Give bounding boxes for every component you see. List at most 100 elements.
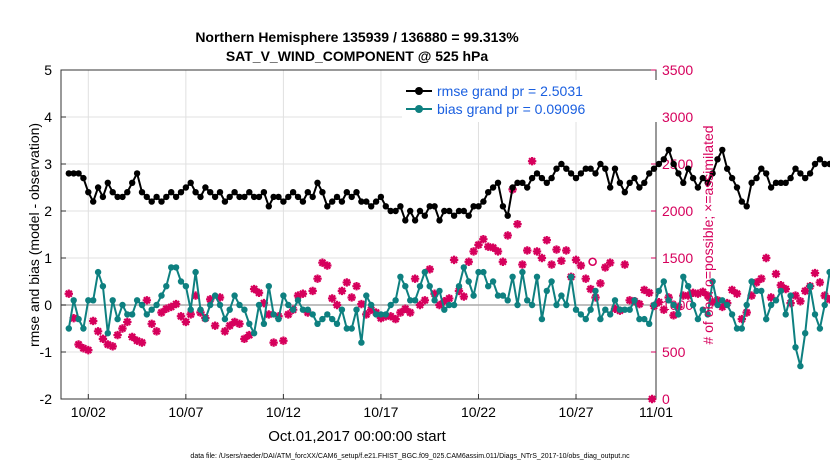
x-tick-label: 11/01 <box>639 404 673 420</box>
bias-point <box>309 311 316 318</box>
bias-point <box>143 311 150 318</box>
bias-point <box>392 297 399 304</box>
bias-point <box>572 306 580 313</box>
bias-point <box>421 268 428 276</box>
rmse-point <box>567 170 575 177</box>
obs-assimilated-point <box>176 312 186 321</box>
rmse-point <box>143 193 150 201</box>
bias-point <box>646 320 653 327</box>
rmse-point <box>597 160 604 168</box>
rmse-point <box>124 189 131 196</box>
bias-point <box>294 297 302 304</box>
legend-rmse-marker <box>415 87 423 95</box>
bias-point <box>441 306 448 313</box>
bias-point <box>275 315 282 323</box>
obs-assimilated-point <box>688 288 698 297</box>
rmse-point <box>65 170 73 177</box>
rmse-point <box>709 170 716 177</box>
rmse-point <box>299 198 307 205</box>
bias-point <box>236 301 243 309</box>
rmse-point <box>319 189 326 196</box>
legend: rmse grand pr = 2.5031 bias grand pr = 0… <box>402 80 659 122</box>
obs-assimilated-point <box>693 289 703 298</box>
bias-point <box>802 330 809 337</box>
bias-point <box>289 306 297 313</box>
bias-point <box>65 325 73 332</box>
rmse-point <box>543 179 550 186</box>
rmse-point <box>280 198 287 205</box>
obs-assimilated-point <box>362 310 371 319</box>
bias-point <box>704 311 711 318</box>
rmse-point <box>680 179 687 186</box>
bias-point <box>689 301 697 309</box>
rmse-point <box>704 179 711 186</box>
bias-point <box>494 292 502 299</box>
rmse-point <box>192 189 199 196</box>
rmse-point <box>694 184 702 191</box>
rmse-point <box>646 170 653 177</box>
obs-assimilated-point <box>620 260 629 269</box>
obs-assimilated-point <box>396 308 405 317</box>
bias-point <box>782 311 789 318</box>
bias-point <box>207 301 214 309</box>
rmse-point <box>455 207 463 215</box>
rmse-point <box>621 189 628 196</box>
obs-assimilated-point <box>493 247 503 256</box>
rmse-point <box>499 203 507 210</box>
bias-point <box>514 301 521 309</box>
rmse-point <box>607 184 614 191</box>
obs-assimilated-point <box>576 261 586 270</box>
obs-assimilated-point <box>683 291 693 300</box>
obs-assimilated-point <box>249 284 259 294</box>
bias-point <box>377 311 385 318</box>
obs-assimilated-point <box>747 291 756 300</box>
rmse-point <box>304 189 311 196</box>
bias-point <box>567 273 575 280</box>
rmse-point <box>211 193 219 201</box>
obs-assimilated-point <box>571 255 581 265</box>
rmse-point <box>665 146 672 154</box>
obs-assimilated-point <box>293 291 303 300</box>
bias-point <box>314 320 321 327</box>
bias-point <box>743 301 750 309</box>
rmse-point <box>450 212 458 219</box>
bias-point <box>124 311 131 318</box>
bias-point <box>816 325 824 332</box>
bias-point <box>363 292 370 299</box>
legend-rmse-label: rmse grand pr = 2.5031 <box>437 83 583 99</box>
rmse-point <box>70 170 77 177</box>
y-tick-label-left: 3 <box>44 156 52 172</box>
obs-possible-point <box>588 257 597 267</box>
bias-point <box>368 301 375 309</box>
rmse-point <box>626 179 633 186</box>
rmse-point <box>582 165 589 172</box>
rmse-point <box>153 193 160 201</box>
obs-assimilated-point <box>240 334 249 344</box>
rmse-point <box>129 179 136 186</box>
bias-point <box>665 297 672 304</box>
rmse-point <box>387 207 394 215</box>
bias-point <box>543 287 550 295</box>
rmse-point <box>99 193 107 201</box>
obs-assimilated-point <box>405 308 415 317</box>
rmse-point <box>265 203 272 210</box>
rmse-point <box>348 193 355 201</box>
rmse-point <box>460 207 467 215</box>
obs-assimilated-point <box>210 321 220 330</box>
obs-assimilated-point <box>79 344 88 353</box>
bias-point <box>109 297 116 304</box>
obs-assimilated-point <box>796 297 805 306</box>
rmse-point <box>714 156 721 163</box>
obs-assimilated-point <box>332 300 342 310</box>
y-tick-label-left: 1 <box>44 250 52 266</box>
rmse-point <box>270 193 277 201</box>
obs-assimilated-point <box>557 256 566 266</box>
obs-assimilated-point <box>659 305 669 314</box>
rmse-point <box>475 203 482 210</box>
obs-assimilated-point <box>69 313 78 323</box>
obs-assimilated-point <box>698 287 708 297</box>
bias-point <box>407 297 414 304</box>
obs-assimilated-point <box>445 294 454 303</box>
rmse-point <box>402 217 409 224</box>
rmse-point <box>792 165 799 172</box>
